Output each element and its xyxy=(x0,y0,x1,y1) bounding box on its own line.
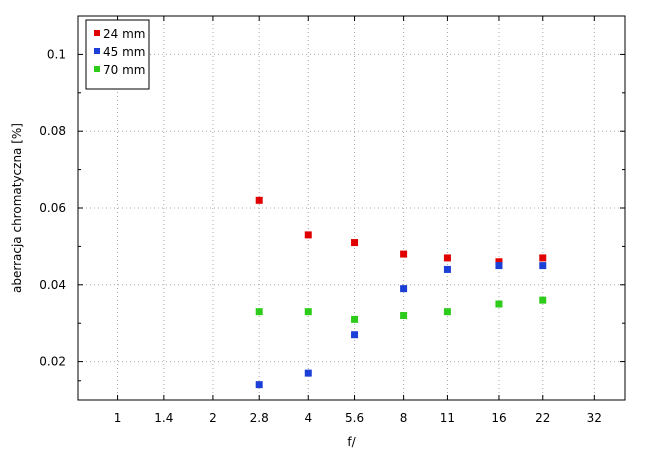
data-points xyxy=(255,196,547,389)
x-tick-labels: 1 1.4 2 2.8 4 5.6 8 11 16 22 32 xyxy=(114,411,602,425)
y-axis-label: aberracja chromatyczna [%] xyxy=(10,123,24,293)
legend-label: 70 mm xyxy=(103,63,145,77)
data-point xyxy=(400,285,408,293)
y-tick-label: 0.08 xyxy=(39,124,66,138)
legend-swatch xyxy=(94,30,100,36)
x-tick-label: 1.4 xyxy=(154,411,173,425)
data-point xyxy=(351,331,359,339)
plot-frame xyxy=(77,15,626,401)
data-point xyxy=(304,308,312,316)
y-tick-label: 0.06 xyxy=(39,201,66,215)
data-point xyxy=(495,300,503,308)
legend-swatch xyxy=(94,48,100,54)
data-point xyxy=(539,296,547,304)
legend: 24 mm 45 mm 70 mm xyxy=(85,19,150,90)
data-point xyxy=(443,308,451,316)
x-tick-label: 22 xyxy=(535,411,550,425)
series-45-mm xyxy=(255,262,547,389)
data-point xyxy=(400,312,408,320)
data-point xyxy=(400,250,408,258)
data-point xyxy=(539,254,547,262)
series-70-mm xyxy=(255,296,547,323)
data-point xyxy=(495,262,503,270)
data-point xyxy=(255,196,263,204)
x-tick-label: 32 xyxy=(587,411,602,425)
x-tick-label: 2 xyxy=(209,411,217,425)
legend-label: 24 mm xyxy=(103,27,145,41)
y-tick-label: 0.02 xyxy=(39,355,66,369)
x-tick-label: 1 xyxy=(114,411,122,425)
y-tick-labels: 0.02 0.04 0.06 0.08 0.1 xyxy=(39,47,66,368)
legend-label: 45 mm xyxy=(103,45,145,59)
x-tick-label: 11 xyxy=(440,411,455,425)
data-point xyxy=(255,308,263,316)
data-point xyxy=(351,239,359,247)
x-tick-label: 8 xyxy=(400,411,408,425)
legend-swatch xyxy=(94,66,100,72)
data-point xyxy=(255,381,263,389)
x-tick-label: 4 xyxy=(304,411,312,425)
grid xyxy=(78,16,625,400)
x-tick-label: 2.8 xyxy=(250,411,269,425)
y-tick-label: 0.1 xyxy=(47,47,66,61)
data-point xyxy=(495,258,503,266)
x-tick-label: 5.6 xyxy=(345,411,364,425)
x-tick-label: 16 xyxy=(491,411,506,425)
x-axis-label: f/ xyxy=(347,435,356,449)
axis-ticks xyxy=(78,16,625,400)
data-point xyxy=(304,231,312,239)
data-point xyxy=(304,369,312,377)
data-point xyxy=(351,315,359,323)
data-point xyxy=(443,254,451,262)
data-point xyxy=(539,262,547,270)
series-24-mm xyxy=(255,196,547,266)
y-tick-label: 0.04 xyxy=(39,278,66,292)
data-point xyxy=(443,265,451,273)
